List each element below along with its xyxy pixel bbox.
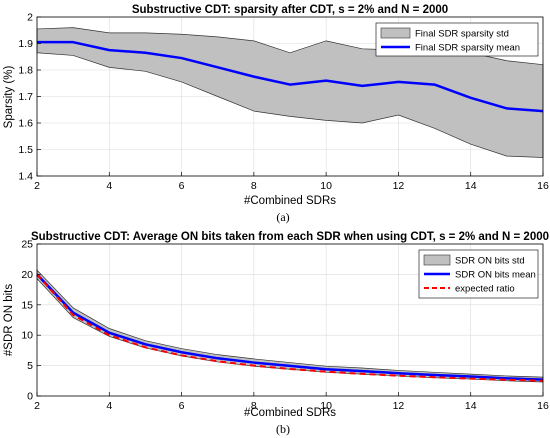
x-tick-label: 4 <box>106 180 112 192</box>
chart-b-x-label: #Combined SDRs <box>244 407 336 419</box>
caption-a: (a) <box>276 210 289 224</box>
chart-b-legend-std-label: SDR ON bits std <box>455 256 525 267</box>
x-tick-label: 10 <box>320 180 332 192</box>
y-tick-label: 1.8 <box>18 65 33 77</box>
x-tick-label: 8 <box>251 400 257 412</box>
chart-b-legend: SDR ON bits std SDR ON bits mean expecte… <box>418 249 539 299</box>
y-tick-label: 20 <box>21 269 33 281</box>
y-tick-label: 2 <box>27 12 33 24</box>
chart-b-title: Substructive CDT: Average ON bits taken … <box>31 231 549 243</box>
sparsity-chart: Substructive CDT: sparsity after CDT, s … <box>3 4 549 207</box>
expected-ratio-line <box>36 273 544 382</box>
x-tick-label: 2 <box>34 180 40 192</box>
chart-b-legend-std-swatch <box>423 254 451 266</box>
y-tick-label: 1.4 <box>18 171 33 183</box>
chart-b-legend-mean-label: SDR ON bits mean <box>455 270 536 281</box>
y-tick-label: 1.5 <box>18 144 33 156</box>
x-tick-label: 12 <box>393 180 405 192</box>
chart-a-y-ticks: 1.4 1.5 1.6 1.7 1.8 1.9 2 <box>18 12 41 183</box>
x-tick-label: 16 <box>537 180 549 192</box>
x-tick-label: 6 <box>179 180 185 192</box>
y-tick-label: 25 <box>21 239 33 251</box>
chart-a-title: Substructive CDT: sparsity after CDT, s … <box>132 4 448 16</box>
chart-a-legend: Final SDR sparsity std Final SDR sparsit… <box>375 22 539 57</box>
x-tick-label: 6 <box>179 400 185 412</box>
chart-b-y-ticks: 0 5 10 15 20 25 <box>21 239 41 403</box>
y-tick-label: 0 <box>27 391 33 403</box>
x-tick-label: 8 <box>251 180 257 192</box>
chart-b-y-label: #SDR ON bits <box>3 284 15 356</box>
x-tick-label: 2 <box>34 400 40 412</box>
x-tick-label: 14 <box>465 400 477 412</box>
y-tick-label: 5 <box>27 360 33 372</box>
chart-a-x-label: #Combined SDRs <box>244 195 336 207</box>
y-tick-label: 1.6 <box>18 118 33 130</box>
x-tick-label: 14 <box>465 180 477 192</box>
caption-b: (b) <box>276 422 290 436</box>
on-bits-chart: Substructive CDT: Average ON bits taken … <box>3 231 549 419</box>
x-tick-label: 12 <box>393 400 405 412</box>
x-tick-label: 4 <box>106 400 112 412</box>
x-tick-label: 16 <box>537 400 549 412</box>
y-tick-label: 15 <box>21 299 33 311</box>
chart-a-x-ticks: 2 4 6 8 10 12 14 16 <box>34 172 549 192</box>
chart-b-x-ticks: 2 4 6 8 10 12 14 16 <box>34 392 549 412</box>
chart-a-y-label: Sparsity (%) <box>3 66 15 129</box>
x-tick-label: 10 <box>320 400 332 412</box>
y-tick-label: 1.7 <box>18 91 33 103</box>
y-tick-label: 10 <box>21 330 33 342</box>
y-tick-label: 1.9 <box>18 38 33 50</box>
mean-line <box>36 273 544 381</box>
chart-a-legend-std-swatch <box>380 27 411 39</box>
mean-line <box>37 40 544 113</box>
chart-a-legend-mean-label: Final SDR sparsity mean <box>415 43 520 54</box>
chart-a-legend-std-label: Final SDR sparsity std <box>415 29 509 40</box>
chart-b-frame <box>36 243 544 397</box>
chart-b-legend-expected-label: expected ratio <box>455 284 515 295</box>
